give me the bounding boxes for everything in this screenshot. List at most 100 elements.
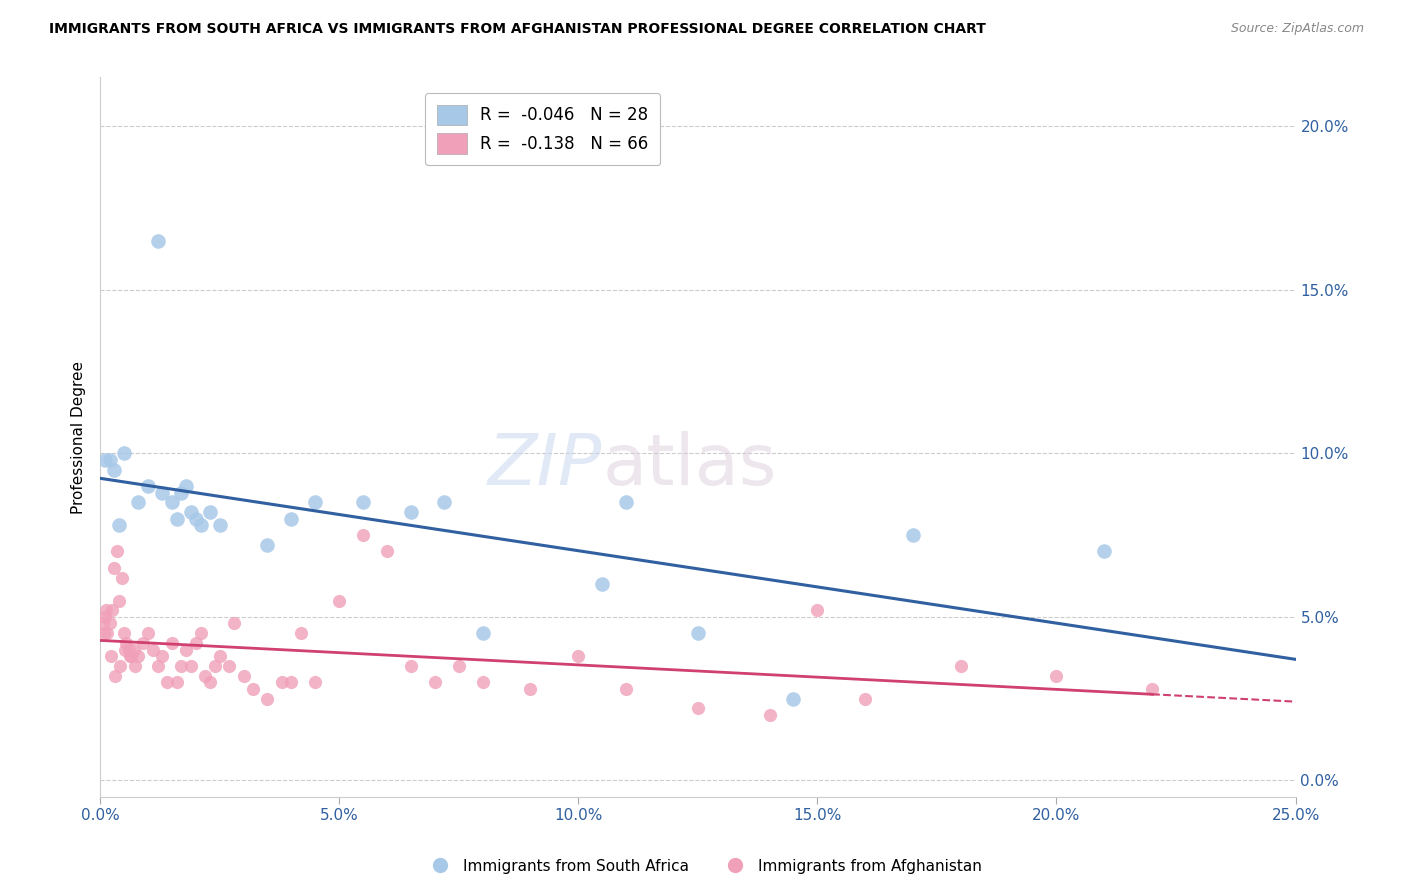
Text: atlas: atlas [602,432,776,500]
Point [115,636,138,650]
Point [170,659,193,673]
Point [471,626,494,640]
Text: Source: ZipAtlas.com: Source: ZipAtlas.com [1230,22,1364,36]
Point [166,675,188,690]
Point [103,561,125,575]
Point [280,512,302,526]
Point [170,485,193,500]
Point [471,675,494,690]
Point [375,544,398,558]
Point [232,669,254,683]
Point [304,675,326,690]
Point [290,626,312,640]
Point [108,518,131,533]
Point [352,528,374,542]
Point [146,659,169,673]
Point [122,642,145,657]
Point [112,446,135,460]
Point [1045,669,1067,683]
Point [194,669,217,683]
Point [174,479,197,493]
Point [686,701,709,715]
Text: IMMIGRANTS FROM SOUTH AFRICA VS IMMIGRANTS FROM AFGHANISTAN PROFESSIONAL DEGREE : IMMIGRANTS FROM SOUTH AFRICA VS IMMIGRAN… [49,22,986,37]
Point [208,649,231,664]
Point [98,616,121,631]
Point [242,681,264,696]
Point [280,675,302,690]
Point [447,659,470,673]
Point [174,642,197,657]
Point [108,659,131,673]
Legend: Immigrants from South Africa, Immigrants from Afghanistan: Immigrants from South Africa, Immigrants… [419,853,987,880]
Point [132,636,155,650]
Point [118,642,141,657]
Point [222,616,245,631]
Point [150,485,173,500]
Point [127,649,149,664]
Point [111,571,134,585]
Point [423,675,446,690]
Point [256,691,278,706]
Point [146,234,169,248]
Point [218,659,240,673]
Point [118,649,141,664]
Point [180,659,202,673]
Point [136,626,159,640]
Point [806,603,828,617]
Point [328,593,350,607]
Point [204,659,226,673]
Point [114,642,136,657]
Point [100,649,122,664]
Point [256,538,278,552]
Point [399,505,422,519]
Point [614,681,637,696]
Point [91,616,114,631]
Point [853,691,876,706]
Point [180,505,202,519]
Point [614,495,637,509]
Point [94,603,117,617]
Point [136,479,159,493]
Text: ZIP: ZIP [488,432,602,500]
Point [1140,681,1163,696]
Point [1092,544,1115,558]
Point [103,463,125,477]
Point [94,610,117,624]
Legend: R =  -0.046   N = 28, R =  -0.138   N = 66: R = -0.046 N = 28, R = -0.138 N = 66 [425,93,659,165]
Point [758,708,780,723]
Point [105,544,128,558]
Point [108,593,131,607]
Point [208,518,231,533]
Point [93,626,115,640]
Point [304,495,326,509]
Point [949,659,972,673]
Point [198,675,221,690]
Point [901,528,924,542]
Point [198,505,221,519]
Point [94,453,117,467]
Point [184,636,207,650]
Point [270,675,292,690]
Point [591,577,613,591]
Point [190,518,212,533]
Point [124,659,146,673]
Point [433,495,456,509]
Point [98,453,121,467]
Point [184,512,207,526]
Point [686,626,709,640]
Point [120,649,142,664]
Point [96,626,118,640]
Point [160,636,183,650]
Point [399,659,422,673]
Point [127,495,149,509]
Point [101,603,124,617]
Point [150,649,173,664]
Point [567,649,589,664]
Point [519,681,541,696]
Y-axis label: Professional Degree: Professional Degree [72,360,86,514]
Point [104,669,127,683]
Point [352,495,374,509]
Point [166,512,188,526]
Point [112,626,135,640]
Point [142,642,165,657]
